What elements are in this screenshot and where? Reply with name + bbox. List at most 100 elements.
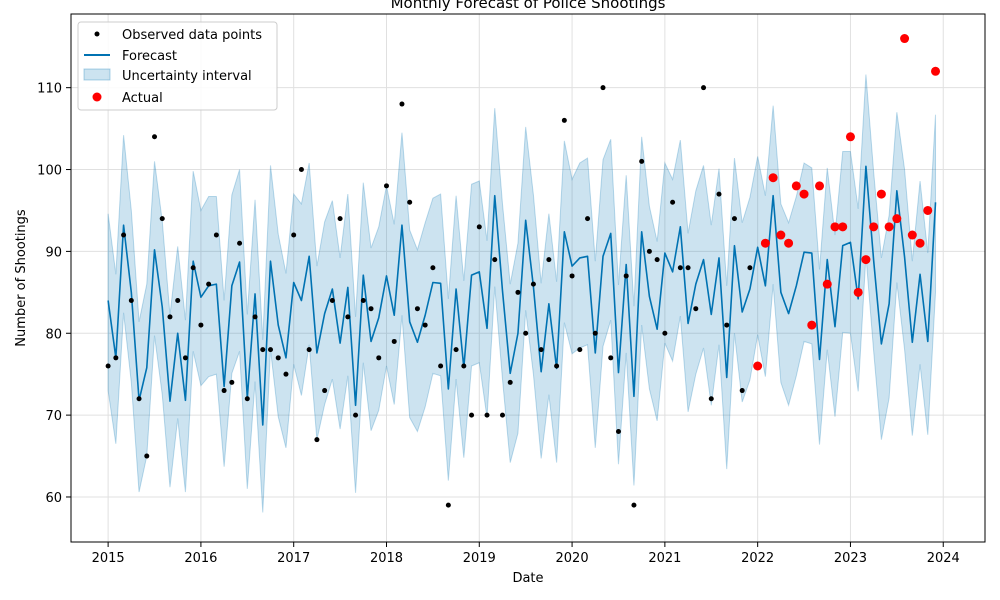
observed-point xyxy=(639,158,645,164)
legend-interval-swatch xyxy=(83,68,111,81)
observed-point xyxy=(206,281,212,287)
y-tick-label: 70 xyxy=(45,409,62,424)
observed-point xyxy=(337,216,343,222)
y-tick-label: 90 xyxy=(45,245,62,260)
observed-point xyxy=(422,322,428,328)
observed-point xyxy=(438,363,444,369)
legend-actual-marker xyxy=(92,92,102,102)
legend-observed-marker xyxy=(94,31,100,37)
observed-point xyxy=(654,257,660,263)
observed-point xyxy=(546,257,552,263)
observed-point xyxy=(747,265,753,271)
observed-point xyxy=(105,363,111,369)
observed-point xyxy=(453,347,459,353)
observed-point xyxy=(268,347,274,353)
chart-title: Monthly Forecast of Police Shootings xyxy=(391,0,666,12)
legend-label-observed: Observed data points xyxy=(122,28,262,43)
observed-point xyxy=(414,306,420,312)
actual-points xyxy=(753,34,941,371)
observed-point xyxy=(608,355,614,361)
x-tick-label: 2021 xyxy=(648,551,681,566)
observed-point xyxy=(507,379,513,385)
observed-point xyxy=(577,347,583,353)
observed-point xyxy=(298,167,304,173)
observed-point xyxy=(731,216,737,222)
observed-point xyxy=(430,265,436,271)
x-tick-label: 2020 xyxy=(556,551,589,566)
y-tick-label: 60 xyxy=(45,491,62,506)
actual-point xyxy=(869,222,879,232)
observed-point xyxy=(600,85,606,91)
forecast-line-group xyxy=(107,165,937,426)
actual-point xyxy=(753,361,763,371)
observed-point xyxy=(314,437,320,443)
actual-point xyxy=(760,238,770,248)
actual-point xyxy=(884,222,894,232)
observed-point xyxy=(538,347,544,353)
observed-point xyxy=(190,265,196,271)
actual-point xyxy=(853,287,863,297)
observed-point xyxy=(716,191,722,197)
actual-point xyxy=(830,222,840,232)
x-tick-label: 2017 xyxy=(277,551,310,566)
legend-box xyxy=(77,21,278,111)
actual-point xyxy=(915,238,925,248)
observed-point xyxy=(275,355,281,361)
x-axis-title: Date xyxy=(512,571,543,586)
observed-point xyxy=(623,273,629,279)
observed-point xyxy=(499,412,505,418)
actual-point xyxy=(838,222,848,232)
observed-points xyxy=(105,85,753,508)
observed-point xyxy=(136,396,142,402)
observed-point xyxy=(368,306,374,312)
observed-point xyxy=(585,216,591,222)
observed-point xyxy=(615,428,621,434)
actual-point xyxy=(892,214,902,224)
actual-point xyxy=(776,230,786,240)
observed-point xyxy=(113,355,119,361)
observed-point xyxy=(376,355,382,361)
legend: Observed data points Forecast Uncertaint… xyxy=(77,21,278,111)
observed-point xyxy=(291,232,297,238)
actual-point xyxy=(784,238,794,248)
observed-point xyxy=(445,502,451,508)
x-tick-label: 2023 xyxy=(834,551,867,566)
observed-point xyxy=(631,502,637,508)
observed-point xyxy=(407,199,413,205)
observed-point xyxy=(128,298,134,304)
observed-point xyxy=(306,347,312,353)
observed-point xyxy=(121,232,127,238)
actual-point xyxy=(861,255,871,265)
observed-point xyxy=(182,355,188,361)
actual-point xyxy=(931,66,941,76)
actual-point xyxy=(799,189,809,199)
observed-point xyxy=(244,396,250,402)
observed-point xyxy=(345,314,351,320)
observed-point xyxy=(662,330,668,336)
observed-point xyxy=(515,289,521,295)
observed-point xyxy=(592,330,598,336)
observed-point xyxy=(198,322,204,328)
actual-point xyxy=(923,205,933,215)
observed-point xyxy=(229,379,235,385)
observed-point xyxy=(708,396,714,402)
actual-point xyxy=(845,132,855,142)
observed-point xyxy=(476,224,482,230)
actual-point xyxy=(791,181,801,191)
observed-point xyxy=(329,298,335,304)
y-tick-label: 110 xyxy=(37,82,62,97)
actual-point xyxy=(822,279,832,289)
y-tick-label: 80 xyxy=(45,327,62,342)
observed-point xyxy=(530,281,536,287)
observed-point xyxy=(260,347,266,353)
actual-point xyxy=(900,34,910,44)
x-tick-label: 2022 xyxy=(741,551,774,566)
y-tick-label: 100 xyxy=(37,164,62,179)
legend-label-actual: Actual xyxy=(122,91,163,106)
y-axis-title: Number of Shootings xyxy=(14,209,29,347)
plot-frame xyxy=(70,13,986,543)
axes: 2015 2016 2017 2018 2019 2020 2021 2022 2023 2024… xyxy=(37,82,960,566)
observed-point xyxy=(693,306,699,312)
observed-point xyxy=(685,265,691,271)
